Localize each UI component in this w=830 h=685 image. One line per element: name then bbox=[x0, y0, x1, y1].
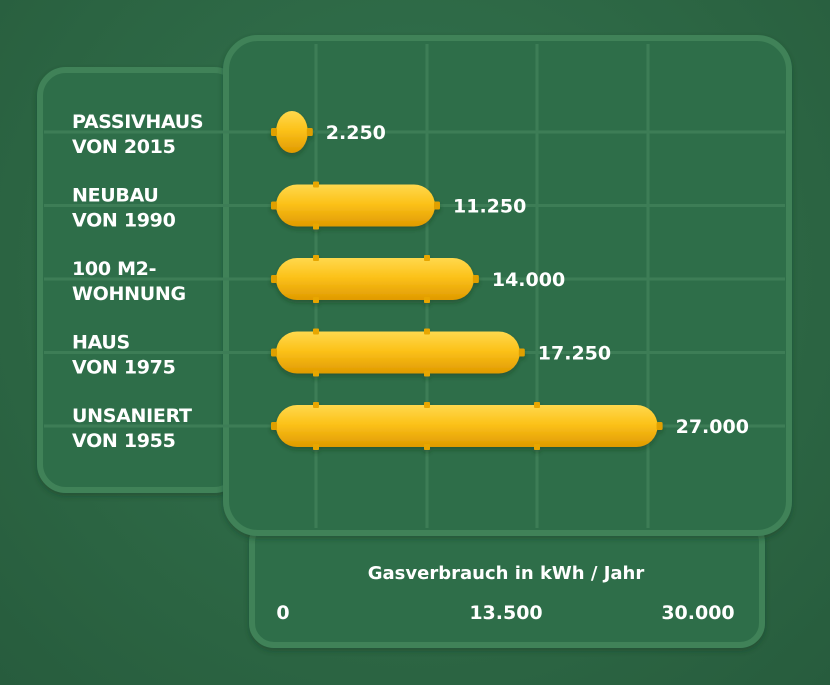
category-label: PASSIVHAUS VON 2015 bbox=[72, 111, 203, 158]
bar-tie-bottom bbox=[424, 370, 430, 377]
bar-tie-top bbox=[313, 255, 319, 261]
bar-tie-top bbox=[424, 402, 430, 408]
value-label: 2.250 bbox=[326, 122, 386, 144]
bar-tie-bottom bbox=[534, 444, 540, 450]
bar-body bbox=[276, 405, 658, 447]
value-label: 17.250 bbox=[538, 343, 611, 365]
bar-cap-end bbox=[518, 348, 525, 357]
bar-tie-bottom bbox=[424, 297, 430, 303]
bar-tie-top bbox=[313, 181, 319, 188]
bar-tie-bottom bbox=[313, 223, 319, 230]
bar-cap-end bbox=[472, 275, 479, 283]
bar-body bbox=[276, 111, 308, 153]
bar bbox=[271, 255, 479, 303]
tick-label: 30.000 bbox=[661, 602, 734, 624]
category-labels: PASSIVHAUS VON 2015 NEUBAU VON 1990 100 M2-W… bbox=[72, 111, 204, 452]
category-label: UNSANIERT VON 1955 bbox=[72, 405, 192, 452]
bar-cap-start bbox=[271, 201, 277, 210]
category-label: 100 M2-WOHNUNG bbox=[72, 258, 186, 305]
bar-tie-bottom bbox=[313, 444, 319, 450]
bar bbox=[271, 181, 440, 230]
bar-tie-top bbox=[424, 328, 430, 335]
bar-tie-top bbox=[424, 255, 430, 261]
bar bbox=[271, 328, 525, 377]
bar-body bbox=[276, 331, 520, 374]
bar bbox=[271, 402, 663, 450]
bar-body bbox=[276, 258, 474, 300]
bars bbox=[271, 111, 663, 450]
bar-cap-start bbox=[271, 275, 277, 283]
bar-cap-start bbox=[271, 348, 277, 357]
bar-cap-end bbox=[434, 201, 440, 210]
bar-tie-top bbox=[534, 402, 540, 408]
bar-tie-top bbox=[313, 328, 319, 335]
value-label: 11.250 bbox=[453, 196, 526, 218]
bar-tie-bottom bbox=[313, 297, 319, 303]
bar-cap-end bbox=[306, 128, 313, 136]
category-label: HAUS VON 1975 bbox=[72, 332, 176, 379]
value-label: 27.000 bbox=[676, 416, 749, 438]
tick-label: 13.500 bbox=[469, 602, 542, 624]
value-label: 14.000 bbox=[492, 269, 565, 291]
bar-body bbox=[276, 184, 435, 227]
category-label: NEUBAU VON 1990 bbox=[72, 185, 176, 232]
x-axis-title: Gasverbrauch in kWh / Jahr bbox=[368, 563, 645, 584]
bar-cap-start bbox=[271, 128, 277, 136]
bar bbox=[271, 111, 313, 153]
bar-tie-bottom bbox=[313, 370, 319, 377]
value-labels: 2.250 11.250 14.000 17.250 27.000 bbox=[326, 122, 749, 438]
bar-tie-bottom bbox=[424, 444, 430, 450]
tick-label: 0 bbox=[276, 602, 289, 624]
bar-tie-top bbox=[313, 402, 319, 408]
x-axis-ticks: 0 13.500 30.000 bbox=[276, 602, 734, 624]
bar-cap-start bbox=[271, 422, 277, 430]
bar-cap-end bbox=[656, 422, 663, 430]
